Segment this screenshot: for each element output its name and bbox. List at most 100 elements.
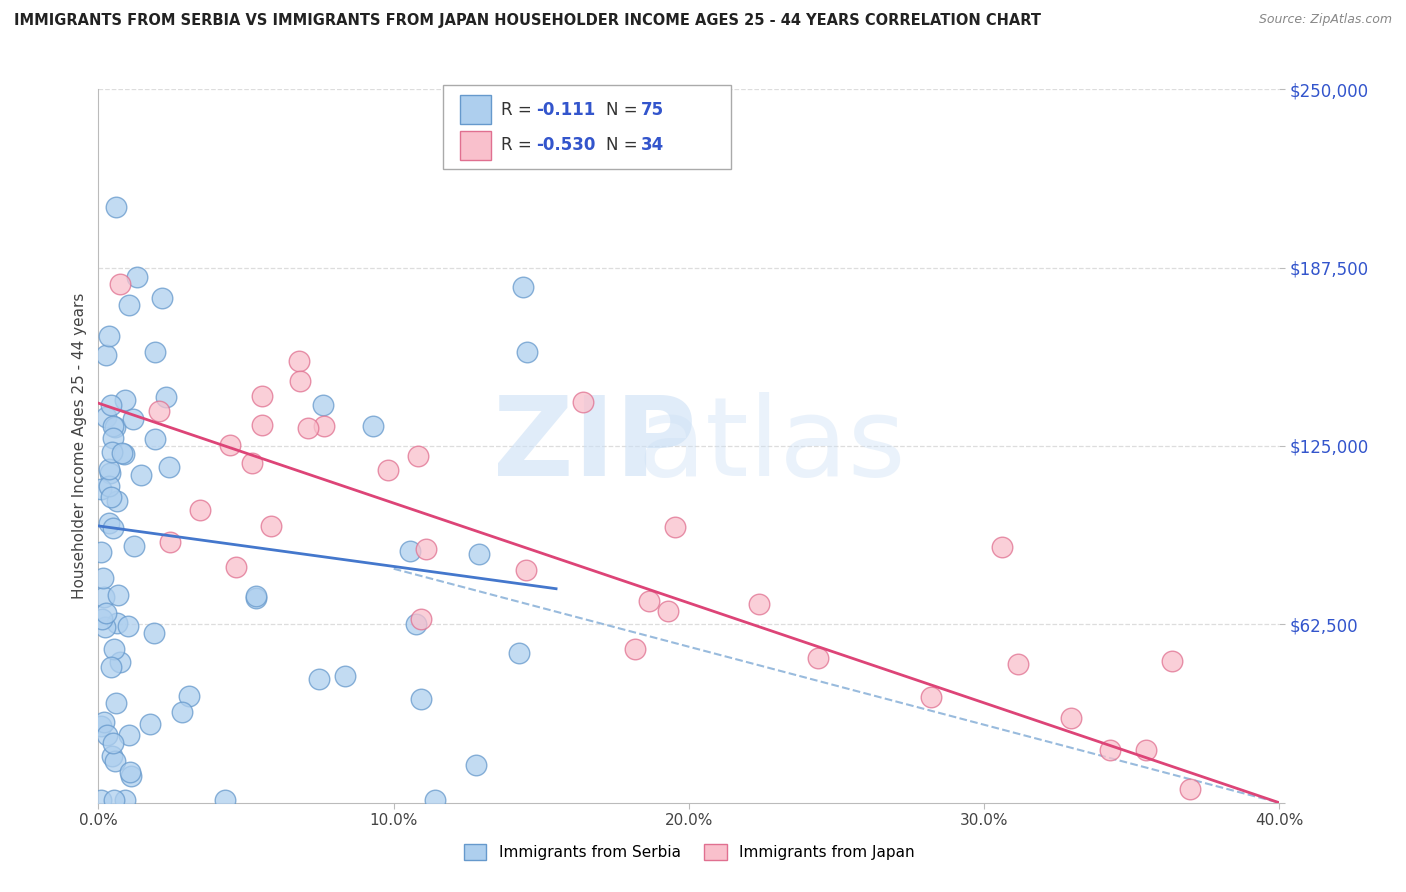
Point: [98, 461, 121, 475]
Point: [157, 460, 180, 475]
Point: [114, 793, 136, 807]
Point: [245, 591, 267, 606]
Point: [399, 544, 422, 558]
Point: [96, 728, 118, 742]
Point: [105, 615, 128, 630]
Point: [122, 412, 145, 426]
Point: [516, 345, 538, 359]
Point: [90, 718, 112, 732]
Point: [104, 696, 127, 710]
Point: [406, 449, 429, 463]
Point: [100, 445, 122, 459]
Point: [991, 540, 1014, 554]
Point: [312, 398, 335, 412]
Point: [314, 419, 336, 434]
Point: [100, 398, 122, 412]
Point: [90, 612, 112, 626]
Point: [260, 519, 283, 533]
Point: [143, 432, 166, 446]
Point: [240, 456, 263, 470]
Point: [90, 545, 112, 559]
Point: [122, 539, 145, 553]
Point: [103, 642, 125, 657]
Point: [97, 479, 120, 493]
Point: [101, 749, 124, 764]
Point: [297, 421, 319, 435]
Point: [98, 516, 121, 530]
Point: [103, 793, 125, 807]
Point: [287, 354, 309, 368]
Point: [252, 389, 274, 403]
Point: [512, 280, 534, 294]
Point: [120, 764, 142, 779]
Point: [111, 446, 134, 460]
Point: [411, 692, 433, 706]
Point: [1160, 654, 1182, 668]
Text: R =: R =: [501, 136, 537, 154]
Point: [159, 535, 181, 549]
Point: [98, 329, 121, 343]
Text: -0.111: -0.111: [536, 101, 595, 119]
Point: [288, 374, 311, 388]
Point: [94, 410, 117, 425]
Point: [515, 563, 537, 577]
Point: [214, 793, 236, 807]
Point: [131, 468, 153, 483]
Point: [108, 655, 131, 669]
Point: [219, 438, 242, 452]
Point: [101, 736, 124, 750]
Point: [112, 447, 135, 461]
Point: [93, 715, 115, 730]
Point: [423, 793, 446, 807]
Point: [172, 705, 194, 719]
Point: [467, 547, 489, 561]
Point: [100, 660, 122, 674]
Point: [664, 520, 686, 534]
Point: [148, 404, 170, 418]
Point: [96, 348, 118, 362]
Text: 75: 75: [641, 101, 664, 119]
Point: [108, 277, 131, 292]
Point: [105, 493, 128, 508]
Point: [125, 269, 148, 284]
Text: R =: R =: [501, 101, 537, 119]
Point: [120, 769, 142, 783]
Point: [101, 419, 124, 434]
Text: IMMIGRANTS FROM SERBIA VS IMMIGRANTS FROM JAPAN HOUSEHOLDER INCOME AGES 25 - 44 : IMMIGRANTS FROM SERBIA VS IMMIGRANTS FRO…: [14, 13, 1040, 29]
Point: [225, 559, 247, 574]
Point: [98, 467, 121, 481]
Text: 34: 34: [641, 136, 665, 154]
Point: [117, 619, 139, 633]
Point: [104, 200, 127, 214]
Point: [250, 418, 273, 433]
Point: [117, 298, 139, 312]
Point: [657, 604, 679, 618]
Text: Source: ZipAtlas.com: Source: ZipAtlas.com: [1258, 13, 1392, 27]
Point: [361, 419, 384, 434]
Point: [405, 616, 427, 631]
Point: [333, 669, 356, 683]
Point: [1135, 743, 1157, 757]
Point: [1060, 711, 1083, 725]
Point: [101, 521, 124, 535]
Point: [748, 597, 770, 611]
Point: [150, 291, 173, 305]
Point: [93, 590, 115, 604]
Point: [411, 612, 433, 626]
Point: [114, 393, 136, 408]
Text: N =: N =: [606, 136, 643, 154]
Point: [920, 690, 942, 704]
Text: atlas: atlas: [637, 392, 905, 500]
Point: [245, 589, 267, 603]
Point: [104, 754, 127, 768]
Y-axis label: Householder Income Ages 25 - 44 years: Householder Income Ages 25 - 44 years: [72, 293, 87, 599]
Point: [464, 758, 486, 772]
Point: [90, 482, 112, 496]
Point: [100, 490, 122, 504]
Point: [377, 462, 399, 476]
Point: [508, 646, 530, 660]
Point: [139, 716, 162, 731]
Point: [93, 620, 115, 634]
Point: [1007, 657, 1029, 671]
Point: [90, 793, 112, 807]
